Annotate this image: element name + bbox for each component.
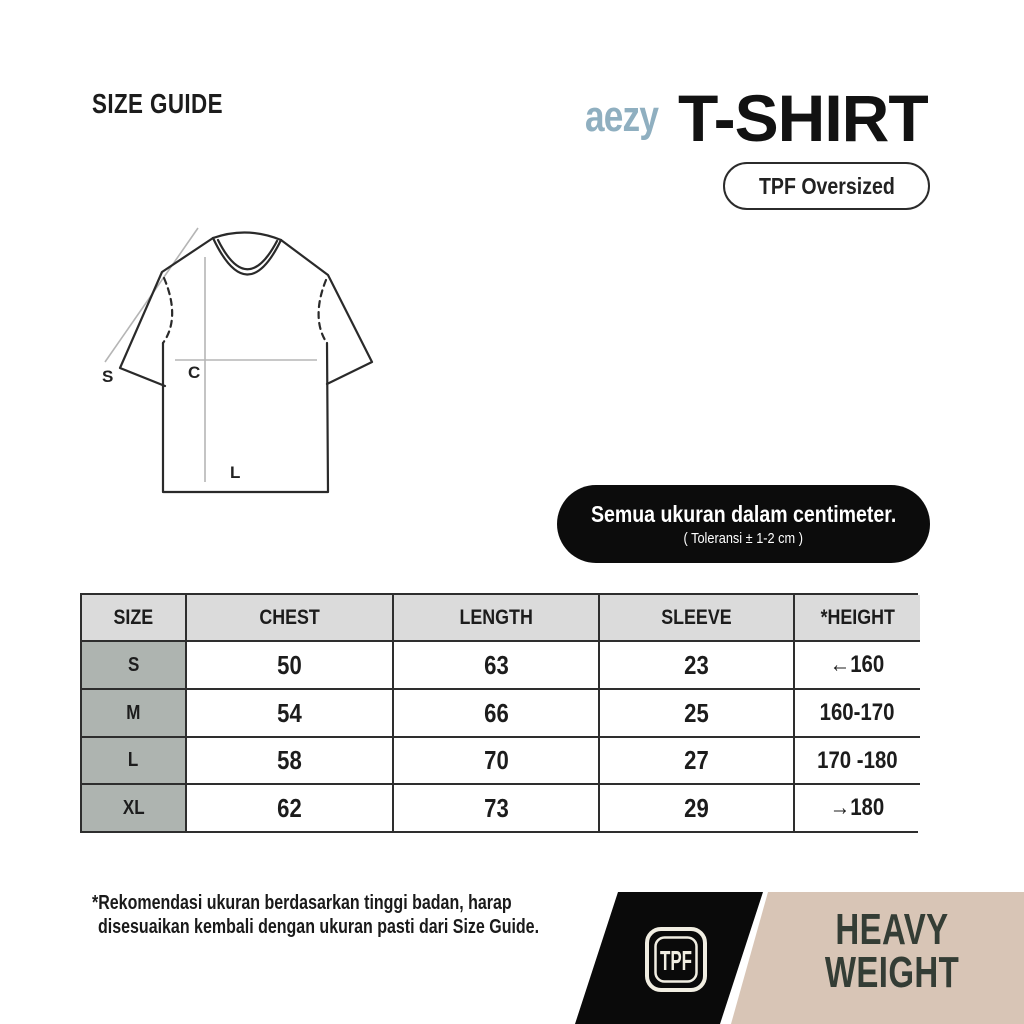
col-header-size: SIZE <box>82 595 187 642</box>
note-title: Semua ukuran dalam centimeter. <box>590 501 897 527</box>
col-header-chest: CHEST <box>187 595 394 642</box>
table-row-l-sleeve: 27 <box>600 738 795 785</box>
page-title-text: SIZE GUIDE <box>92 88 223 119</box>
measure-lines <box>104 227 317 482</box>
product-title: T-SHIRT <box>678 81 929 155</box>
note-tolerance: ( Toleransi ± 1-2 cm ) <box>683 530 804 547</box>
collar-back-line <box>211 231 283 242</box>
sleeve-label: S <box>102 367 113 386</box>
table-row-xl-length: 73 <box>394 785 600 831</box>
table-row-m-size: M <box>82 690 187 738</box>
armhole-dashed-left <box>161 276 174 345</box>
table-row-xl-size: XL <box>82 785 187 831</box>
collar-inner-line <box>216 238 279 271</box>
size-table: SIZE CHEST LENGTH SLEEVE *HEIGHT S 50 63… <box>80 593 920 833</box>
fit-badge: TPF Oversized <box>723 162 930 210</box>
table-row-xl-chest: 62 <box>187 785 394 831</box>
collar-outer-line <box>211 236 283 276</box>
tshirt-outline <box>118 231 374 494</box>
chest-label: C <box>188 363 200 382</box>
table-row-l-size: L <box>82 738 187 785</box>
table-row-m-chest: 54 <box>187 690 394 738</box>
col-header-sleeve: SLEEVE <box>600 595 795 642</box>
table-row-m-length: 66 <box>394 690 600 738</box>
fit-badge-label: TPF Oversized <box>758 172 895 199</box>
fabric-weight-line1: HEAVY <box>835 905 949 954</box>
fabric-weight-label: HEAVY WEIGHT <box>760 905 1024 997</box>
tpf-logo-icon: TPF <box>645 927 707 992</box>
table-row-m-height: 160-170 <box>795 690 920 738</box>
table-row-s-sleeve: 23 <box>600 642 795 690</box>
table-row-l-height: 170 -180 <box>795 738 920 785</box>
measurement-note-badge: Semua ukuran dalam centimeter. ( Toleran… <box>557 485 930 563</box>
table-row-xl-height: →180 <box>795 785 920 831</box>
col-header-height: *HEIGHT <box>795 595 920 642</box>
brand-band: TPF <box>575 892 1024 1024</box>
footnote: *Rekomendasi ukuran berdasarkan tinggi b… <box>92 891 649 939</box>
col-header-length: LENGTH <box>394 595 600 642</box>
footnote-line2: disesuaikan kembali dengan ukuran pasti … <box>98 916 540 938</box>
beige-panel <box>731 892 1024 1024</box>
brand-logo-text: aezy <box>585 92 659 141</box>
table-row-m-sleeve: 25 <box>600 690 795 738</box>
armhole-dashed-right <box>317 278 329 345</box>
black-panel <box>575 892 763 1024</box>
table-row-l-length: 70 <box>394 738 600 785</box>
table-row-s-height: ←160 <box>795 642 920 690</box>
table-row-xl-sleeve: 29 <box>600 785 795 831</box>
page-title: SIZE GUIDE <box>92 88 256 120</box>
table-row-s-chest: 50 <box>187 642 394 690</box>
table-row-s-length: 63 <box>394 642 600 690</box>
fabric-weight-line2: WEIGHT <box>824 948 960 997</box>
footnote-line1: *Rekomendasi ukuran berdasarkan tinggi b… <box>92 892 512 914</box>
length-label: L <box>230 463 240 482</box>
table-row-l-chest: 58 <box>187 738 394 785</box>
tpf-logo-monogram: TPF <box>660 945 692 976</box>
tshirt-diagram: S C L <box>102 227 374 494</box>
table-row-s-size: S <box>82 642 187 690</box>
